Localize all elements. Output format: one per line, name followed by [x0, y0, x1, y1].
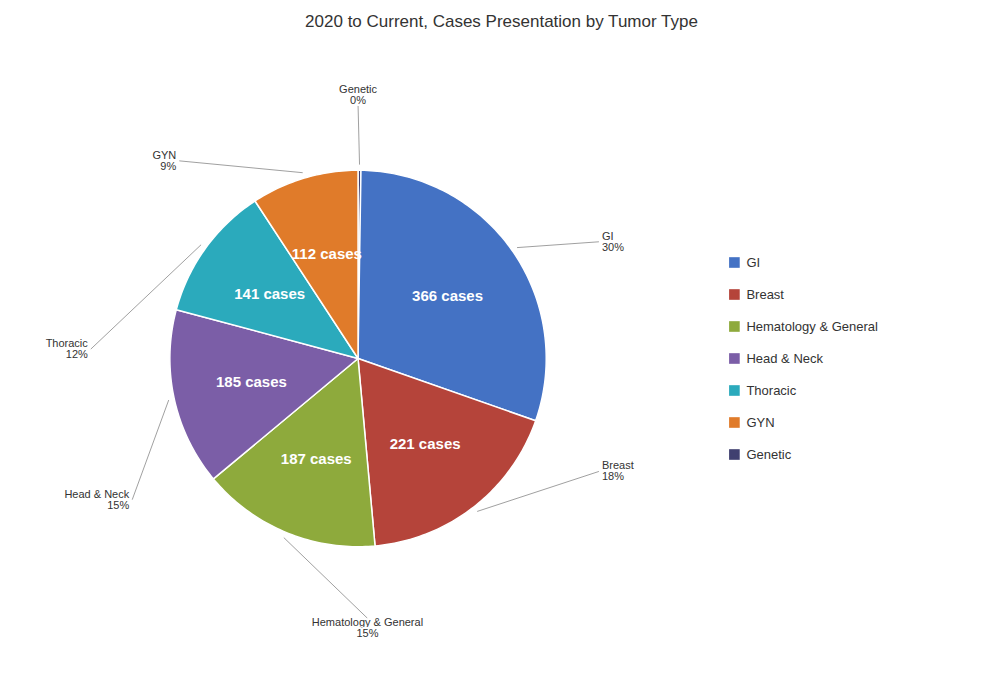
- svg-text:Breast: Breast: [746, 287, 784, 302]
- html-text:2020 to Current, Cases Present: 2020 to Current, Cases Presentation by T…: [305, 12, 698, 31]
- svg-text:112 cases: 112 cases: [292, 245, 362, 262]
- svg-text:Head & Neck15%: Head & Neck15%: [64, 488, 129, 511]
- svg-text:Genetic0%: Genetic0%: [339, 83, 377, 106]
- svg-text:Hematology & General15%: Hematology & General15%: [312, 616, 423, 639]
- svg-text:185 cases: 185 cases: [216, 373, 287, 390]
- svg-text:GI30%: GI30%: [602, 230, 624, 253]
- svg-text:Thoracic12%: Thoracic12%: [46, 337, 89, 360]
- svg-text:Thoracic: Thoracic: [746, 383, 796, 398]
- svg-text:Hematology & General: Hematology & General: [746, 319, 878, 334]
- svg-text:221 cases: 221 cases: [390, 435, 461, 452]
- svg-text:Head & Neck: Head & Neck: [746, 351, 823, 366]
- svg-text:141 cases: 141 cases: [234, 285, 305, 302]
- svg-text:Breast18%: Breast18%: [602, 459, 634, 482]
- svg-text:GI: GI: [746, 255, 760, 270]
- svg-text:187 cases: 187 cases: [281, 450, 352, 467]
- svg-text:GYN9%: GYN9%: [152, 149, 176, 172]
- svg-text:366 cases: 366 cases: [412, 287, 483, 304]
- svg-text:Genetic: Genetic: [746, 447, 791, 462]
- svg-text:GYN: GYN: [746, 415, 774, 430]
